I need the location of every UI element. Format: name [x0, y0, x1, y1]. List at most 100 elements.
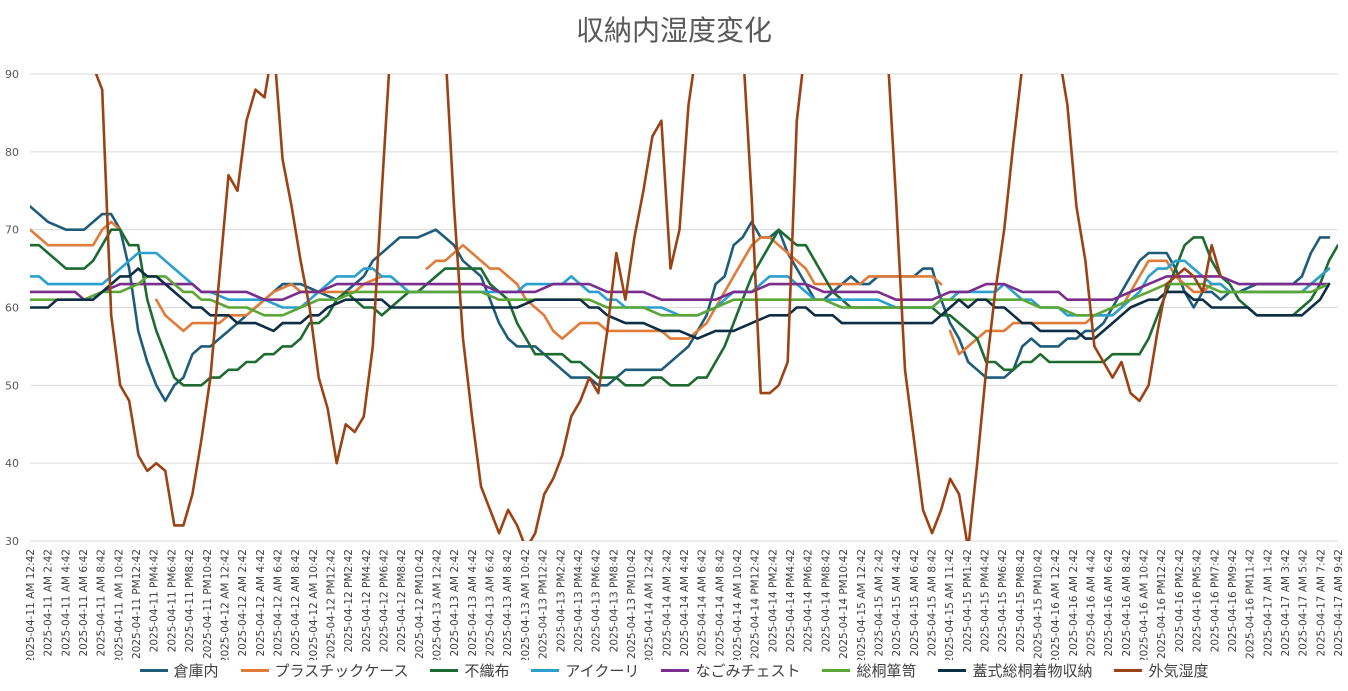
x-tick-label: 2025-04-13 AM 8:42: [502, 549, 514, 657]
x-tick-label: 2025-04-17 AM 9:42: [1333, 549, 1345, 657]
x-tick-label: 2025-04-15 AM 12:42: [856, 549, 868, 660]
x-tick-label: 2025-04-16 AM 12:42: [1050, 549, 1062, 660]
x-tick-label: 2025-04-13 PM8:42: [608, 549, 620, 652]
x-tick-label: 2025-04-15 AM 8:42: [926, 549, 938, 657]
x-tick-label: 2025-04-15 PM10:42: [1033, 549, 1045, 659]
x-tick-label: 2025-04-11 AM 10:42: [113, 549, 125, 660]
x-tick-label: 2025-04-11 PM6:42: [166, 549, 178, 652]
legend-item: 総桐箪笥: [822, 660, 916, 681]
legend-swatch: [661, 669, 690, 672]
x-tick-label: 2025-04-17 AM 3:42: [1280, 549, 1292, 657]
x-tick-label: 2025-04-13 PM12:42: [538, 549, 550, 659]
x-tick-label: 2025-04-11 PM4:42: [149, 549, 161, 652]
x-tick-label: 2025-04-15 PM6:42: [997, 549, 1009, 652]
x-tick-label: 2025-04-12 PM12:42: [325, 549, 337, 659]
x-tick-label: 2025-04-12 AM 4:42: [255, 549, 267, 657]
legend-label: 不織布: [464, 662, 510, 680]
x-tick-label: 2025-04-15 PM8:42: [1015, 549, 1027, 652]
chart-title: 収納内湿度変化: [576, 14, 772, 47]
x-tick-label: 2025-04-15 AM 2:42: [873, 549, 885, 657]
x-tick-label: 2025-04-14 AM 12:42: [644, 549, 656, 660]
chart-svg: 収納内湿度変化 30 40 50 60 70 80 90 2025-04-11 AM 12:…: [5, 14, 1345, 663]
legend-label: アイクーリ: [565, 662, 640, 680]
legend-item: なごみチェスト: [661, 660, 800, 681]
x-tick-label: 2025-04-13 PM2:42: [555, 549, 567, 652]
legend-item: アイクーリ: [531, 660, 639, 681]
legend-item: プラスチックケース: [240, 660, 408, 681]
x-tick-label: 2025-04-12 AM 6:42: [272, 549, 284, 657]
series-line-7: [94, 74, 1222, 541]
legend-swatch: [938, 669, 967, 672]
x-tick-label: 2025-04-16 AM 6:42: [1103, 549, 1115, 657]
x-tick-label: 2025-04-16 AM 10:42: [1139, 549, 1151, 660]
x-tick-label: 2025-04-14 AM 6:42: [697, 549, 709, 657]
x-tick-label: 2025-04-14 PM4:42: [785, 549, 797, 652]
legend: 倉庫内 プラスチックケース 不織布 アイクーリ なごみチェスト 総桐箪笥 蓋式総桐着物収納 外…: [0, 660, 1348, 681]
legend-label: なごみチェスト: [695, 662, 801, 680]
x-tick-label: 2025-04-12 PM8:42: [396, 549, 408, 652]
x-tick-label: 2025-04-11 AM 4:42: [60, 549, 72, 657]
x-tick-label: 2025-04-15 PM4:42: [979, 549, 991, 652]
legend-item: 蓋式総桐着物収納: [938, 660, 1092, 681]
x-tick-label: 2025-04-16 PM7:42: [1209, 549, 1221, 652]
x-tick-label: 2025-04-12 PM2:42: [343, 549, 355, 652]
x-tick-label: 2025-04-13 AM 12:42: [432, 549, 444, 660]
x-tick-label: 2025-04-12 PM4:42: [361, 549, 373, 652]
series-line-2: [30, 228, 1338, 387]
series-line-5: [30, 275, 1331, 317]
x-tick-label: 2025-04-11 PM8:42: [184, 549, 196, 652]
y-axis-ticks: 30 40 50 60 70 80 90: [5, 68, 19, 548]
x-tick-label: 2025-04-14 AM 4:42: [679, 549, 691, 657]
x-tick-label: 2025-04-15 AM 4:42: [891, 549, 903, 657]
x-tick-label: 2025-04-14 PM10:42: [838, 549, 850, 659]
legend-item: 倉庫内: [139, 660, 219, 681]
x-tick-label: 2025-04-11 AM 2:42: [43, 549, 55, 657]
x-tick-label: 2025-04-16 PM2:42: [1174, 549, 1186, 652]
x-tick-label: 2025-04-16 AM 2:42: [1068, 549, 1080, 657]
legend-label: 倉庫内: [173, 662, 219, 680]
x-tick-label: 2025-04-12 PM10:42: [414, 549, 426, 659]
x-tick-label: 2025-04-11 AM 8:42: [96, 549, 108, 657]
x-tick-label: 2025-04-11 AM 12:42: [25, 549, 37, 660]
x-tick-label: 2025-04-11 AM 6:42: [78, 549, 90, 657]
x-tick-label: 2025-04-17 AM 7:42: [1315, 549, 1327, 657]
y-tick-label: 50: [5, 379, 19, 392]
series-lines: [30, 74, 1338, 541]
x-tick-label: 2025-04-13 AM 10:42: [520, 549, 532, 660]
x-tick-label: 2025-04-16 PM5:42: [1192, 549, 1204, 652]
x-tick-label: 2025-04-17 AM 5:42: [1298, 549, 1310, 657]
series-line-4: [30, 275, 1331, 301]
x-tick-label: 2025-04-13 PM10:42: [626, 549, 638, 659]
legend-item: 外気湿度: [1114, 660, 1209, 681]
x-tick-label: 2025-04-15 AM 6:42: [909, 549, 921, 657]
x-tick-label: 2025-04-15 AM 11:42: [944, 549, 956, 660]
legend-label: 蓋式総桐着物収納: [972, 662, 1093, 680]
x-tick-label: 2025-04-15 PM1:42: [962, 549, 974, 652]
x-tick-label: 2025-04-13 PM6:42: [591, 549, 603, 652]
x-tick-label: 2025-04-12 PM6:42: [379, 549, 391, 652]
x-tick-label: 2025-04-12 AM 8:42: [290, 549, 302, 657]
legend-swatch: [240, 669, 269, 672]
x-tick-label: 2025-04-14 AM 8:42: [714, 549, 726, 657]
x-tick-label: 2025-04-14 AM 10:42: [732, 549, 744, 660]
legend-swatch: [531, 669, 560, 672]
x-axis-ticks: 2025-04-11 AM 12:42 2025-04-11 AM 2:42 202…: [25, 549, 1345, 663]
legend-swatch: [139, 669, 168, 672]
legend-swatch: [822, 669, 851, 672]
x-tick-label: 2025-04-14 PM2:42: [767, 549, 779, 652]
x-tick-label: 2025-04-16 AM 4:42: [1086, 549, 1098, 657]
x-tick-label: 2025-04-16 AM 8:42: [1121, 549, 1133, 657]
y-tick-label: 30: [5, 535, 19, 548]
legend-label: 外気湿度: [1148, 662, 1209, 680]
x-tick-label: 2025-04-14 PM6:42: [803, 549, 815, 652]
y-tick-label: 80: [5, 146, 19, 159]
series-line-6: [30, 267, 1331, 340]
x-tick-label: 2025-04-13 AM 4:42: [467, 549, 479, 657]
y-tick-label: 40: [5, 457, 19, 470]
x-tick-label: 2025-04-14 PM8:42: [820, 549, 832, 652]
x-tick-label: 2025-04-13 PM4:42: [573, 549, 585, 652]
x-tick-label: 2025-04-16 PM12:42: [1156, 549, 1168, 659]
x-tick-label: 2025-04-12 AM 2:42: [237, 549, 249, 657]
x-tick-label: 2025-04-14 PM12:42: [750, 549, 762, 659]
